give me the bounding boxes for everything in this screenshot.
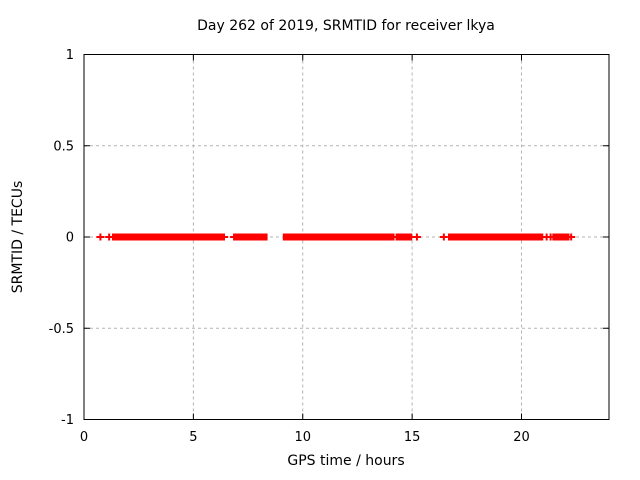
data-segment [447, 233, 543, 241]
data-segment [111, 233, 202, 241]
data-segment [257, 233, 268, 241]
data-point-marker [567, 233, 576, 241]
data-point-marker [230, 233, 239, 241]
data-point-marker [96, 233, 105, 241]
y-tick-label: -1 [61, 413, 74, 428]
data-point-marker [392, 233, 401, 241]
data-segment [241, 233, 253, 241]
data-point-marker [252, 233, 261, 241]
data-segment [233, 233, 243, 241]
data-point-marker [105, 233, 114, 241]
x-tick-label: 20 [513, 430, 530, 445]
y-tick-label: 1 [66, 48, 74, 63]
data-segment [397, 233, 411, 241]
data-segment [282, 233, 393, 241]
x-tick-label: 10 [294, 430, 311, 445]
y-tick-label: -0.5 [49, 322, 74, 337]
y-tick-label: 0 [66, 231, 74, 246]
data-segment [208, 233, 224, 241]
tick-labels: 0 5 10 15 20 -1 -0.5 0 0.5 1 [49, 48, 530, 445]
data-point-marker [439, 233, 448, 241]
data-point-marker [412, 233, 421, 241]
data-point-marker [220, 233, 228, 241]
data-segment [552, 233, 570, 241]
x-tick-label: 15 [404, 430, 421, 445]
x-tick-label: 5 [189, 430, 197, 445]
data-point-marker [546, 233, 555, 241]
data-series [96, 233, 576, 241]
data-segment [201, 233, 211, 241]
x-tick-label: 0 [80, 430, 88, 445]
axis-ticks [83, 54, 609, 420]
x-axis-label: GPS time / hours [287, 453, 404, 469]
y-axis-label: SRMTID / TECUs [10, 181, 26, 294]
chart-title: Day 262 of 2019, SRMTID for receiver lky… [197, 18, 495, 34]
y-tick-label: 0.5 [53, 139, 74, 154]
